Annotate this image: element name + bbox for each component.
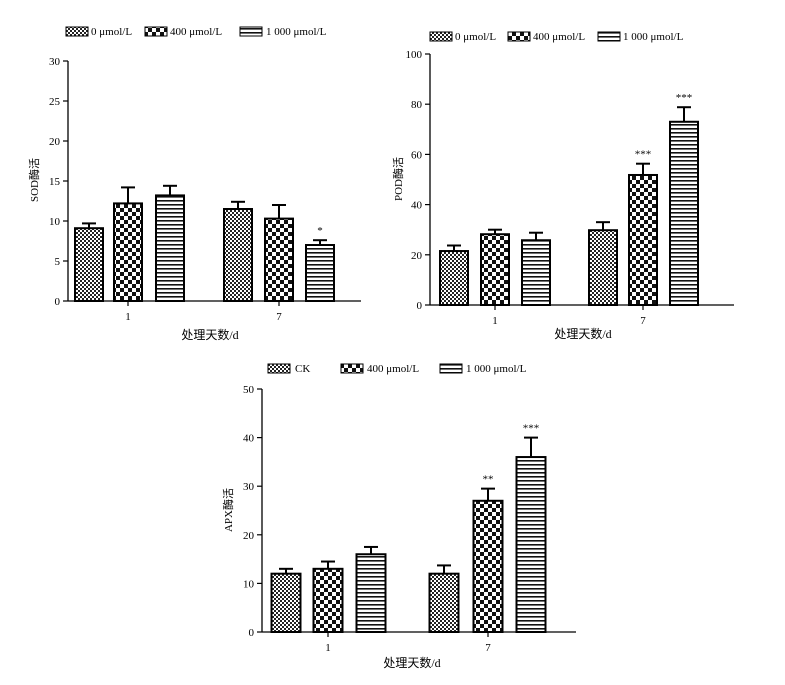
sod-legend-item-1: 400 μmol/L (144, 26, 222, 38)
sod-legend-label-0: 0 μmol/L (91, 26, 132, 38)
pod-y-tick-label: 0 (417, 300, 423, 312)
pod-legend-item-0: 0 μmol/L (429, 31, 496, 43)
apx-legend-swatch-1 (340, 363, 364, 374)
apx-x-axis-label: 处理天数/d (383, 655, 440, 670)
apx-legend-item-1: 400 μmol/L (340, 363, 419, 375)
apx-y-axis-label: APX酶活 (222, 488, 235, 532)
sod-y-tick-label: 10 (49, 216, 61, 228)
pod-y-tick-label: 60 (411, 149, 423, 161)
sod-bar (264, 217, 294, 303)
apx-chart: CK 400 μmol/L 1 000 μmol/L 0 10 20 30 40 50 1 *… (222, 363, 576, 670)
sod-legend-swatch-0 (65, 26, 89, 37)
pod-legend-swatch-0 (429, 31, 453, 42)
sod-legend-swatch-2 (239, 26, 263, 37)
sod-plot-area: 0 5 10 15 20 25 30 1 * 7 (49, 56, 361, 323)
pod-bar (521, 239, 551, 307)
apx-legend-swatch-2 (439, 363, 463, 374)
pod-chart: 0 μmol/L 400 μmol/L 1 000 μmol/L 0 20 40 60… (392, 31, 734, 341)
sod-x-tick-label: 7 (276, 311, 282, 323)
pod-significance-label: *** (676, 92, 693, 104)
pod-bar (588, 229, 618, 306)
sod-chart: 0 μmol/L 400 μmol/L 1 000 μmol/L 0 5 10 15 2… (28, 26, 361, 342)
pod-bar (669, 120, 699, 306)
sod-y-tick-label: 20 (49, 136, 61, 148)
pod-bar (480, 233, 510, 306)
apx-significance-label: *** (523, 423, 540, 435)
pod-legend-label-1: 400 μmol/L (533, 31, 585, 43)
apx-legend-swatch-0 (267, 363, 291, 374)
sod-significance-label: * (317, 225, 323, 237)
pod-legend-label-2: 1 000 μmol/L (623, 31, 684, 43)
sod-legend-swatch-1 (144, 26, 168, 37)
pod-legend: 0 μmol/L 400 μmol/L 1 000 μmol/L (429, 31, 684, 43)
apx-y-tick-label: 50 (243, 384, 255, 396)
apx-bar (270, 572, 302, 633)
apx-y-tick-label: 10 (243, 578, 255, 590)
pod-y-tick-label: 80 (411, 99, 423, 111)
apx-legend-label-2: 1 000 μmol/L (466, 363, 527, 375)
sod-legend-label-1: 400 μmol/L (170, 26, 222, 38)
apx-legend-label-1: 400 μmol/L (367, 363, 419, 375)
apx-bar (515, 456, 547, 634)
pod-legend-swatch-2 (597, 31, 621, 42)
sod-y-tick-label: 0 (55, 296, 61, 308)
apx-y-tick-label: 40 (243, 433, 255, 445)
sod-bar (305, 244, 335, 302)
pod-y-tick-label: 20 (411, 250, 423, 262)
sod-y-tick-label: 30 (49, 56, 61, 68)
sod-bar (155, 194, 185, 302)
apx-legend-item-0: CK (267, 363, 310, 375)
apx-bar (355, 553, 387, 633)
apx-bar (312, 567, 344, 634)
pod-x-tick-label: 7 (640, 315, 646, 327)
apx-bar (472, 499, 504, 633)
sod-legend-item-2: 1 000 μmol/L (239, 26, 327, 38)
pod-y-tick-label: 40 (411, 200, 423, 212)
apx-bar (428, 572, 460, 633)
sod-y-tick-label: 25 (49, 96, 61, 108)
apx-legend-label-0: CK (295, 363, 310, 375)
pod-y-tick-label: 100 (406, 49, 423, 61)
apx-legend-item-2: 1 000 μmol/L (439, 363, 527, 375)
sod-y-tick-label: 5 (55, 256, 61, 268)
pod-plot-area: 0 20 40 60 80 100 1 *** *** 7 (406, 49, 734, 327)
pod-x-tick-label: 1 (492, 315, 498, 327)
pod-legend-label-0: 0 μmol/L (455, 31, 496, 43)
pod-bar (628, 173, 658, 306)
apx-y-tick-label: 0 (249, 627, 255, 639)
sod-legend-label-2: 1 000 μmol/L (266, 26, 327, 38)
pod-legend-item-2: 1 000 μmol/L (597, 31, 684, 43)
apx-y-tick-label: 30 (243, 481, 255, 493)
sod-legend: 0 μmol/L 400 μmol/L 1 000 μmol/L (65, 26, 327, 38)
sod-y-tick-label: 15 (49, 176, 61, 188)
pod-legend-swatch-1 (507, 31, 531, 42)
sod-y-axis-label: SOD酶活 (28, 158, 41, 202)
pod-significance-label: *** (635, 149, 652, 161)
sod-bar (74, 227, 104, 302)
sod-legend-item-0: 0 μmol/L (65, 26, 132, 38)
sod-bar (223, 208, 253, 302)
pod-legend-item-1: 400 μmol/L (507, 31, 585, 43)
apx-x-tick-label: 1 (325, 642, 331, 654)
sod-bar (113, 202, 143, 302)
apx-y-tick-label: 20 (243, 530, 255, 542)
pod-x-axis-label: 处理天数/d (554, 326, 611, 341)
apx-significance-label: ** (483, 474, 494, 486)
pod-bar (439, 250, 469, 307)
sod-x-axis-label: 处理天数/d (181, 327, 238, 342)
apx-x-tick-label: 7 (485, 642, 491, 654)
sod-x-tick-label: 1 (125, 311, 131, 323)
apx-legend: CK 400 μmol/L 1 000 μmol/L (267, 363, 527, 375)
pod-y-axis-label: POD酶活 (392, 157, 405, 201)
